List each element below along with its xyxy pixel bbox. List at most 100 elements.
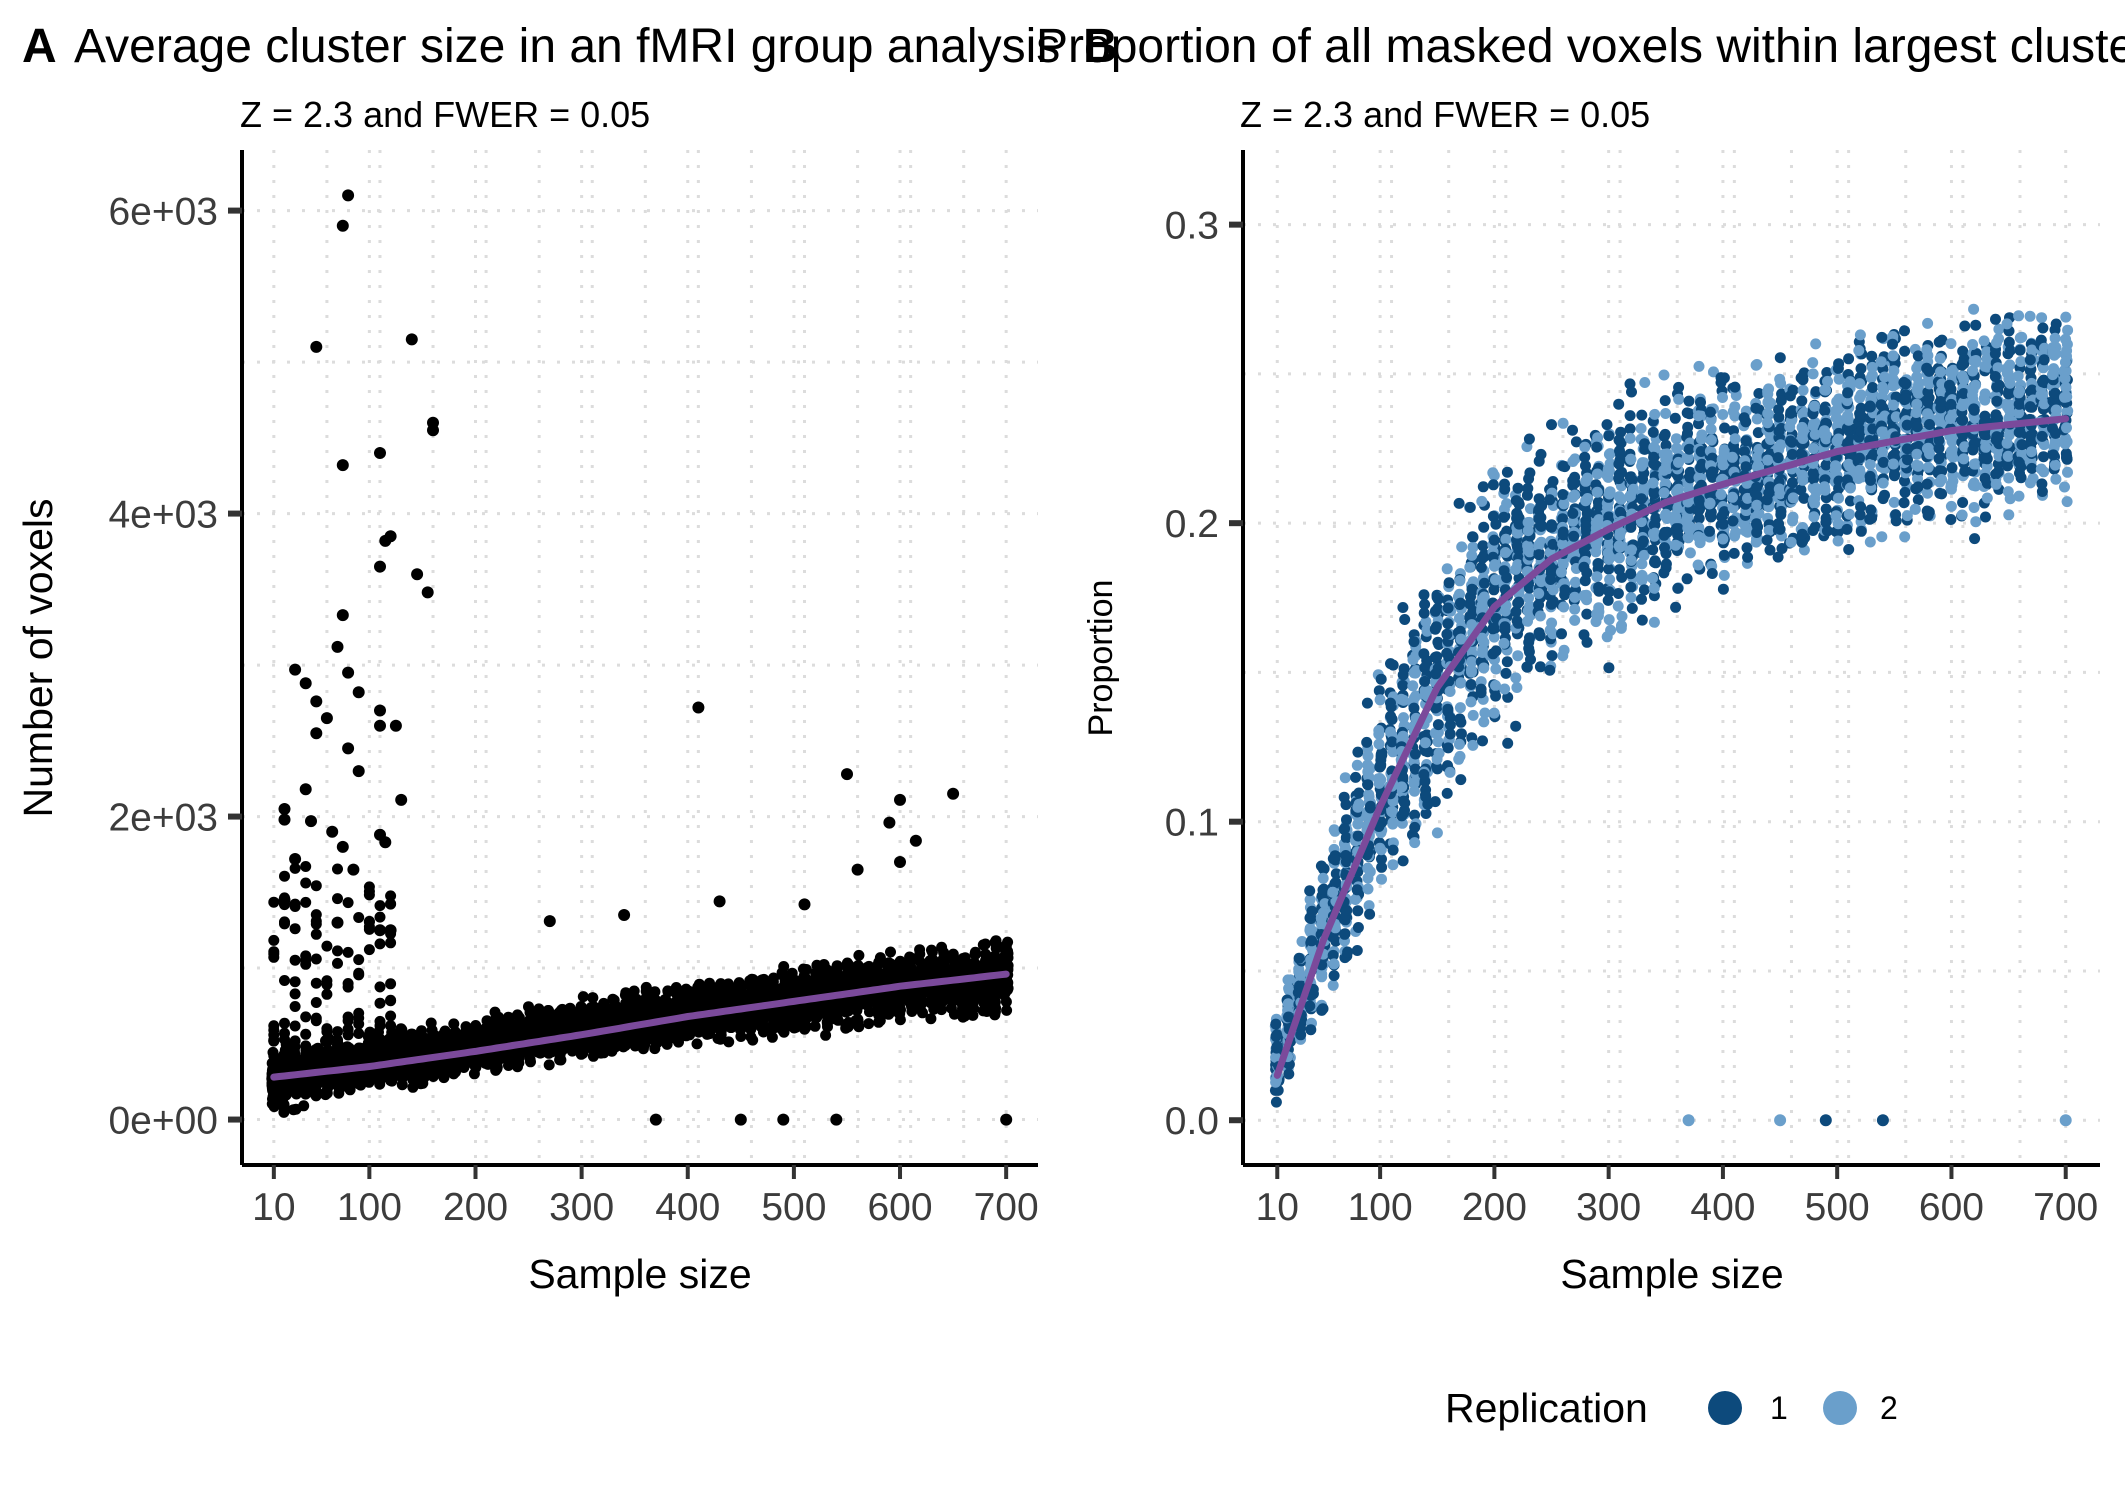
panel-a-point (967, 1009, 979, 1021)
panel-a-outlier (851, 863, 864, 876)
panel-a-point (268, 1035, 280, 1047)
panel-a-point (279, 1027, 290, 1039)
panel-a-outlier (384, 924, 397, 937)
panel-a-point (747, 1034, 759, 1046)
panel-a-point (691, 1022, 703, 1034)
panel-a-point (300, 1028, 312, 1040)
panel-b-point-replication-1 (1304, 1000, 1316, 1012)
panel-a-point (680, 998, 692, 1010)
panel-a-point (289, 1053, 301, 1065)
panel-a-outlier (649, 1113, 662, 1126)
panel-a-point (374, 997, 386, 1009)
panel-a-point (701, 995, 713, 1007)
panel-b-point-replication-1 (1304, 885, 1316, 897)
panel-a-point (531, 1015, 543, 1026)
panel-a-point (649, 1043, 661, 1055)
panel-b-point-replication-1 (1353, 787, 1365, 799)
panel-a-outlier (320, 712, 333, 725)
panel-a-outlier (310, 695, 323, 708)
panel-b-point-replication-1 (1283, 1068, 1295, 1080)
panel-a-point (332, 893, 343, 905)
panel-a-point (374, 900, 386, 912)
panel-a-point (479, 1054, 491, 1066)
panel-a-point (374, 1020, 386, 1032)
panel-a-point (332, 863, 343, 875)
panel-a-point (393, 1070, 405, 1082)
panel-b-point-replication-1 (1351, 884, 1363, 896)
panel-a-point (310, 928, 322, 940)
panel-a-point (596, 1006, 608, 1018)
panel-a-point (342, 978, 354, 989)
panel-b-point-replication-2 (1304, 922, 1316, 934)
panel-b-point-replication-2 (1373, 725, 1385, 736)
panel-b-point-replication-1 (1375, 751, 1387, 763)
panel-a-point (268, 934, 280, 946)
panel-a-point (490, 1064, 502, 1076)
panel-a-point (788, 1022, 800, 1034)
panel-a-point (279, 975, 290, 986)
panel-a-point (385, 978, 397, 990)
panel-a-point (542, 1043, 554, 1054)
panel-a-point (840, 1018, 852, 1030)
panel-a-point (353, 954, 365, 966)
panel-b-point-replication-2 (1364, 762, 1376, 774)
panel-b-point-replication-1 (1270, 1096, 1282, 1108)
panel-b-point-replication-1 (1305, 1024, 1317, 1036)
panel-a-outlier (374, 924, 386, 937)
panel-a-outlier (336, 840, 349, 853)
panel-a-outlier (883, 816, 896, 829)
panel-a-point (279, 870, 290, 882)
panel-a-point (915, 957, 927, 968)
panel-a-point (385, 1020, 397, 1032)
panel-a-point (374, 1039, 386, 1051)
panel-b-point-replication-1 (1306, 905, 1318, 917)
panel-a-outlier (305, 815, 317, 828)
panel-a: A Average cluster size in an fMRI group … (15, 20, 1060, 1297)
panel-a-outlier (310, 340, 323, 353)
panel-a-point (310, 918, 322, 930)
panel-b-point-replication-1 (1339, 823, 1351, 835)
panel-b-point-replication-2 (1328, 958, 1340, 970)
panel-b-point-replication-2 (1316, 971, 1328, 983)
panel-a-outlier (336, 219, 349, 232)
panel-b-point-replication-2 (1294, 969, 1306, 981)
panel-a-point (353, 1042, 365, 1054)
panel-a-point (820, 1029, 832, 1041)
panel-a-y-tick-label: 4e+03 (108, 494, 218, 537)
panel-a-point (513, 1012, 525, 1024)
panel-a-point (374, 981, 386, 993)
panel-a-point (853, 949, 865, 961)
panel-a-point (321, 940, 333, 952)
panel-a-point (957, 953, 969, 964)
panel-a-point (342, 1011, 354, 1023)
panel-a-point (310, 880, 322, 892)
panel-a-outlier (352, 686, 365, 699)
panel-a-point (798, 973, 810, 985)
panel-a-point (332, 1042, 343, 1054)
panel-a-point (310, 1090, 322, 1102)
panel-b-point-replication-1 (1365, 800, 1376, 812)
panel-a-point (979, 938, 991, 950)
panel-a-outlier (299, 677, 312, 690)
panel-a-point (470, 1062, 482, 1073)
panel-b-point-replication-2 (1349, 894, 1361, 905)
panel-a-point (554, 1054, 566, 1066)
panel-a-outlier (374, 704, 386, 717)
panel-a-point (321, 975, 333, 987)
panel-b-point-replication-2 (1339, 772, 1351, 784)
panel-b-point-replication-1 (1351, 945, 1363, 956)
panel-a-point (577, 991, 589, 1003)
panel-a-point (776, 982, 788, 994)
panel-a-point (989, 936, 1001, 948)
panel-a-point (490, 1026, 502, 1038)
panel-a-x-tick-label: 300 (549, 1186, 614, 1229)
panel-a-point (936, 1004, 947, 1016)
panel-a-point (872, 1004, 883, 1016)
panel-a-outlier (336, 609, 349, 622)
panel-a-point (289, 1001, 301, 1012)
panel-a-point (300, 861, 312, 872)
panel-a-point (395, 1026, 407, 1038)
panel-b-point-replication-1 (1375, 673, 1387, 685)
panel-a-point (300, 950, 312, 962)
